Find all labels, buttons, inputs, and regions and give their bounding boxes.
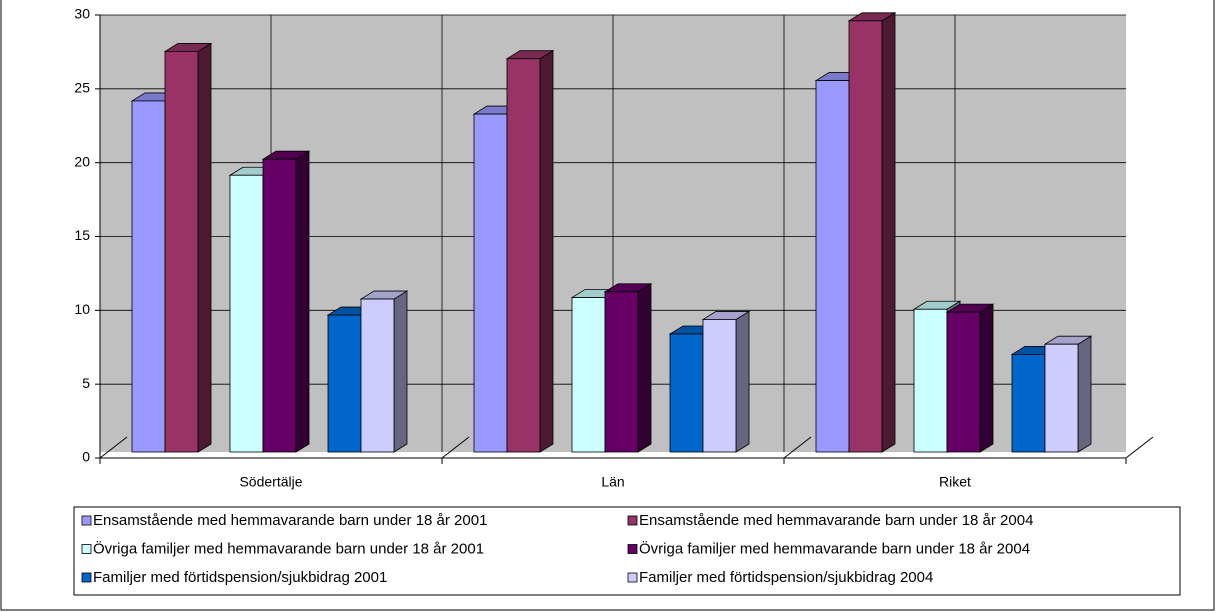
bar (505, 49, 555, 453)
legend-label: Ensamstående med hemmavarande barn under… (639, 512, 1033, 529)
bar-front (702, 319, 737, 453)
legend-swatch (627, 544, 638, 554)
y-tick-label: 20 (74, 153, 90, 169)
bar-front (946, 311, 981, 453)
bar-front (473, 113, 508, 453)
bar-side (1077, 335, 1092, 453)
y-tick-label: 10 (74, 301, 90, 317)
legend-label: Övriga familjer med hemmavarande barn un… (93, 539, 484, 557)
bar (163, 42, 213, 453)
bar-side (735, 310, 750, 453)
y-tick-label: 0 (82, 449, 90, 465)
floor-edge (1125, 436, 1154, 459)
bar-side (881, 12, 896, 453)
bar-side (539, 49, 554, 453)
bar-side (393, 290, 408, 453)
bar-side (295, 150, 310, 453)
bar-front (1044, 343, 1079, 453)
bar (701, 310, 751, 453)
bar-front (669, 333, 704, 453)
y-tick-label: 5 (82, 375, 90, 391)
bar-side (637, 283, 652, 453)
bar-front (913, 308, 948, 453)
bar-front (506, 58, 541, 453)
x-tick-label: Södertälje (239, 474, 302, 490)
bar-front (815, 80, 850, 453)
legend-swatch (81, 544, 92, 554)
bar (261, 150, 311, 453)
legend-box (73, 506, 1181, 596)
y-tick-label: 30 (74, 6, 90, 22)
y-tick-label: 25 (74, 80, 90, 96)
floor-edge (783, 436, 812, 459)
bar-side (979, 303, 994, 453)
x-tick-label: Län (601, 474, 624, 490)
bar (945, 303, 995, 453)
bar-front (571, 297, 606, 453)
bar-front (604, 291, 639, 453)
legend-swatch (627, 515, 638, 526)
bar (847, 12, 897, 453)
legend-swatch (627, 572, 638, 583)
legend-label: Familjer med förtidspension/sjukbidrag 2… (639, 569, 933, 586)
bar-side (197, 42, 212, 453)
bar (1043, 335, 1093, 453)
bar-front (360, 298, 395, 453)
bar-front (229, 174, 264, 453)
bar (603, 283, 653, 453)
legend-label: Familjer med förtidspension/sjukbidrag 2… (93, 569, 387, 586)
legend-swatch (81, 572, 92, 583)
bar-front (1011, 354, 1046, 453)
legend-swatch (81, 515, 92, 526)
floor-edge (99, 436, 128, 459)
floor-edge (441, 436, 470, 459)
bar-front (262, 158, 297, 453)
bar-front (131, 100, 166, 453)
legend-label: Övriga familjer med hemmavarande barn un… (639, 539, 1030, 557)
bar-front (327, 314, 362, 453)
bar-front (164, 51, 199, 453)
y-tick-label: 15 (74, 227, 90, 243)
legend-label: Ensamstående med hemmavarande barn under… (93, 512, 487, 529)
bar (359, 290, 409, 453)
bar-front (848, 20, 883, 453)
x-tick-label: Riket (939, 474, 971, 490)
